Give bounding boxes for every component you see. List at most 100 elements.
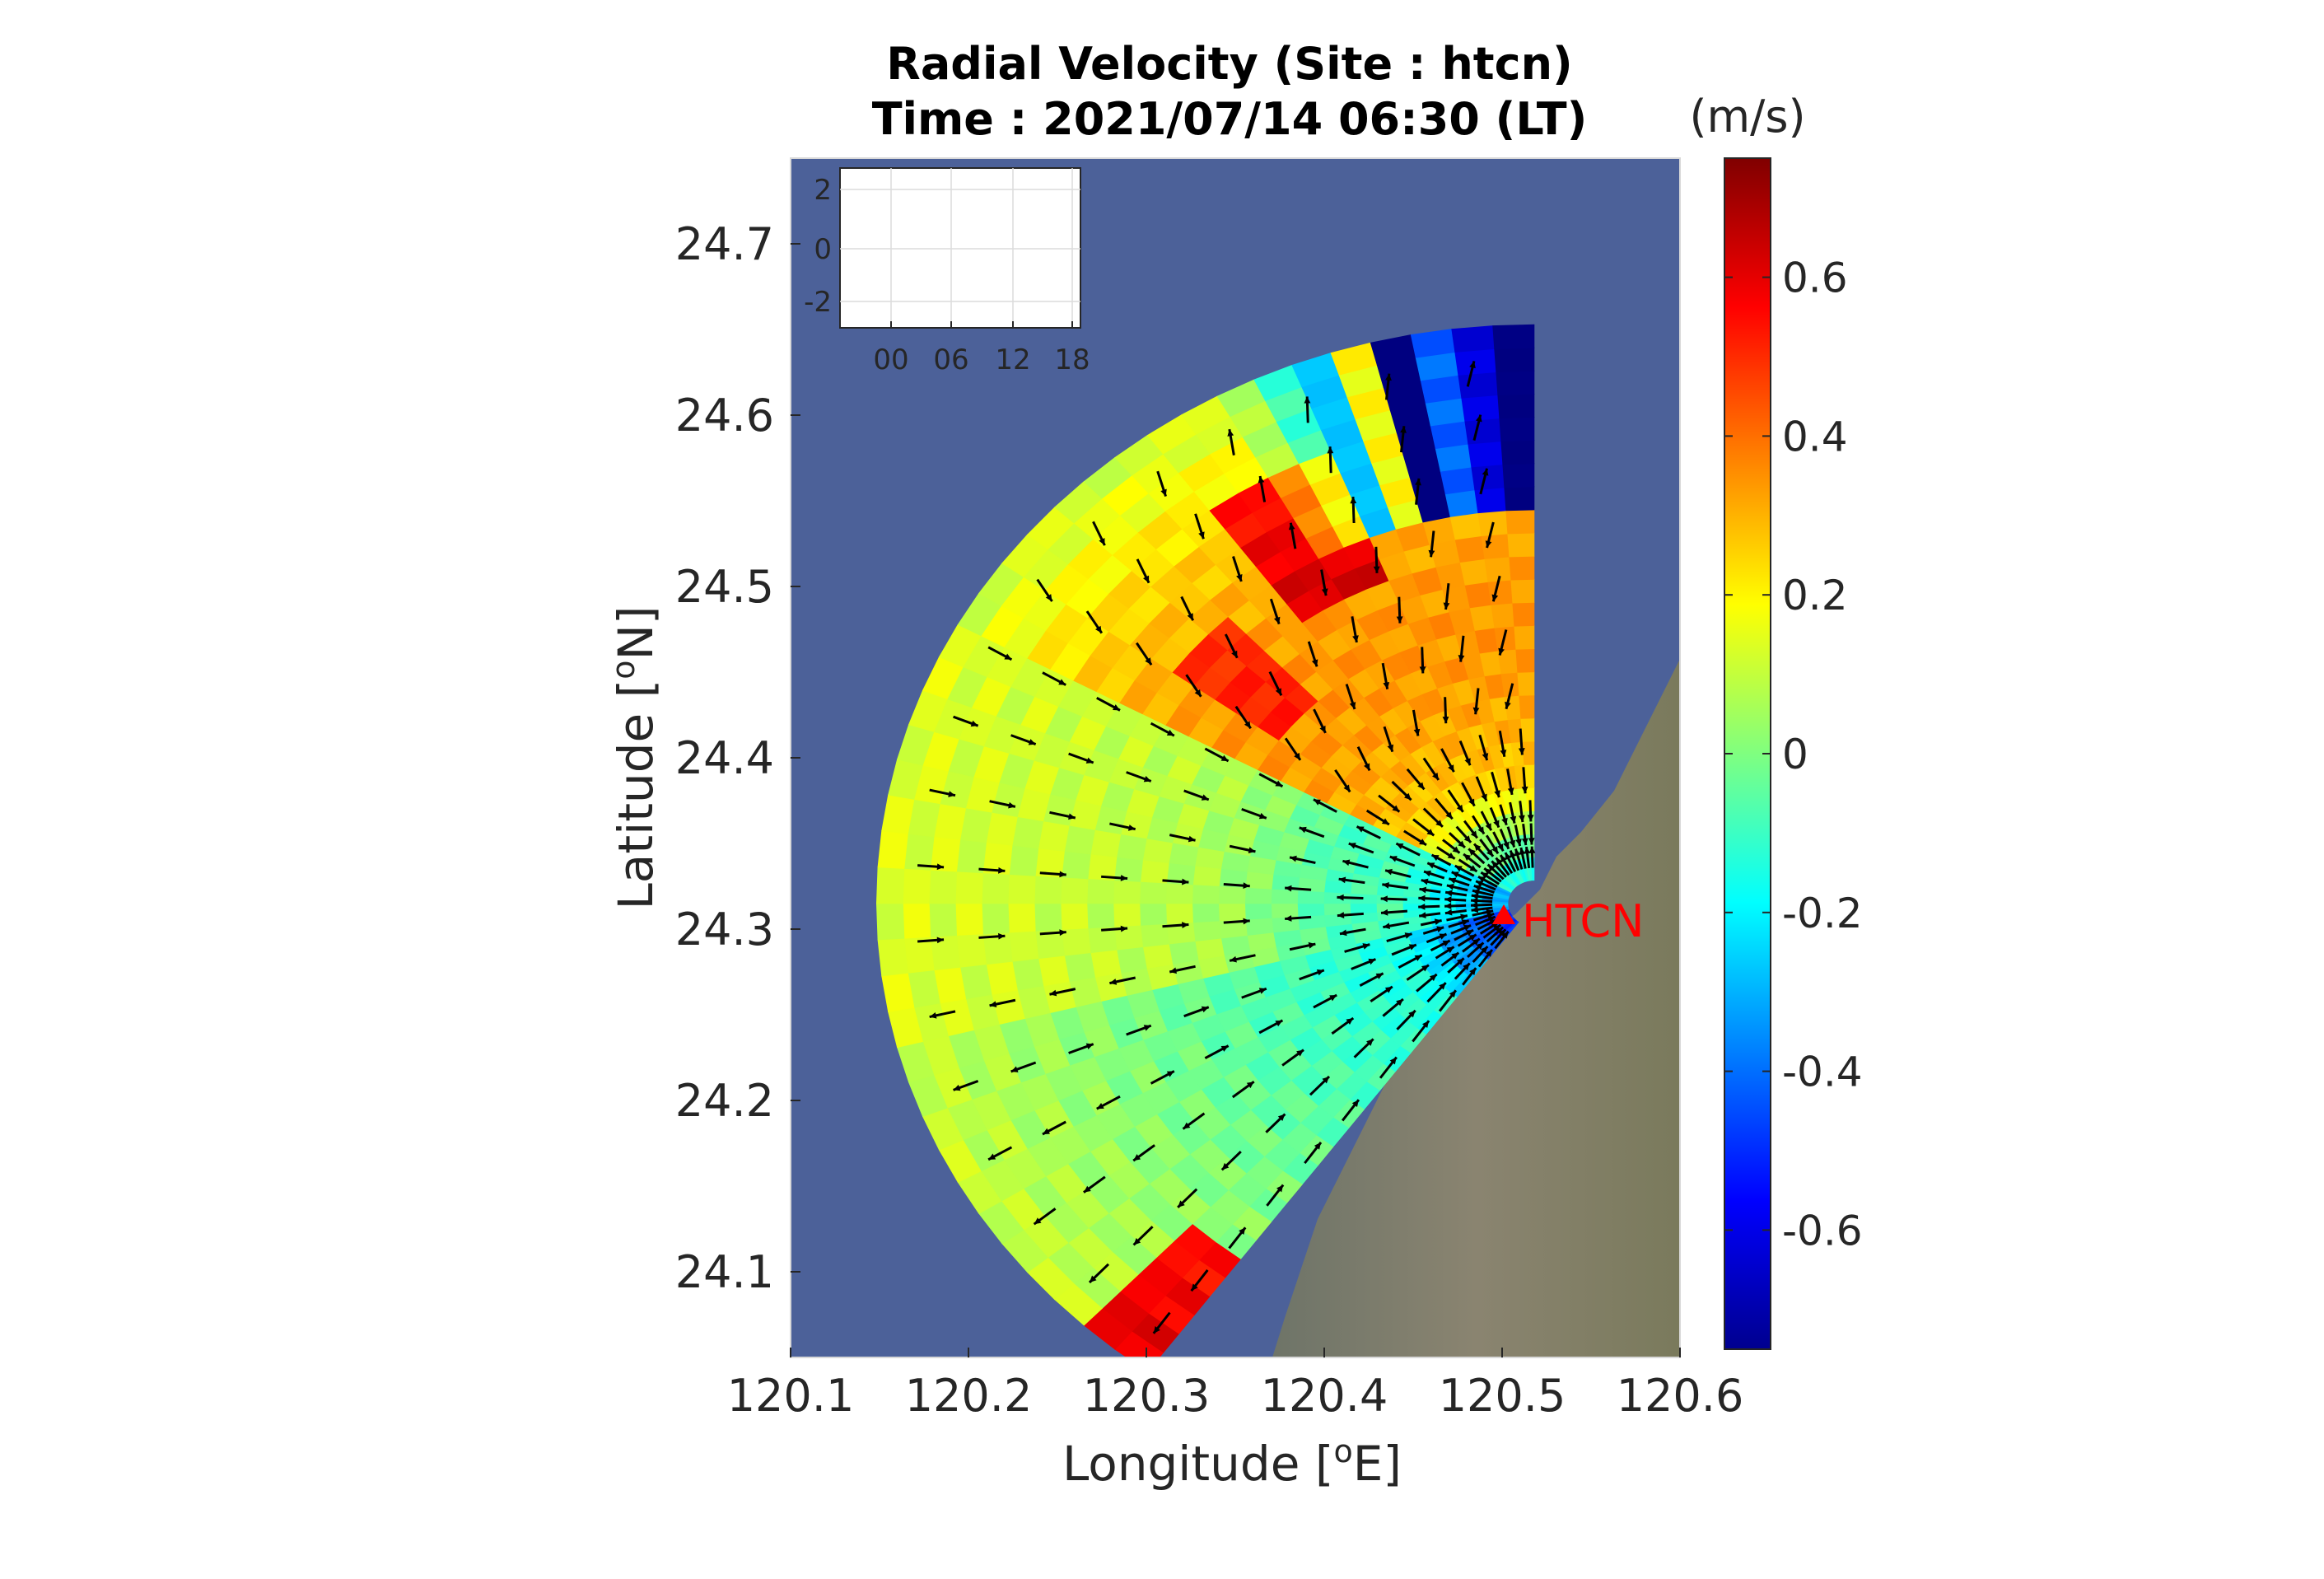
inset-y-tick-label: 2 [814,174,832,207]
current-arrow [1345,684,1356,710]
map-panel [791,158,1680,1357]
velocity-cell [1519,694,1535,719]
current-arrow [1169,965,1196,974]
site-triangle-icon [1492,904,1515,924]
current-arrow [1204,1044,1230,1059]
current-arrow [1448,877,1470,887]
current-arrow [1101,925,1128,932]
current-arrow [1461,782,1476,807]
current-arrow [1485,834,1500,855]
current-arrow [1381,662,1390,689]
inset-grid [840,168,1080,328]
colorbar: (m/s) 0.6 0.4 0.2 0 -0.2 -0.4 -0.6 [1689,91,1863,1350]
current-arrow [1426,982,1447,1003]
current-arrow [1268,670,1283,696]
current-arrow [1162,878,1189,885]
current-arrow [1412,1020,1430,1043]
inset-x-ticks: 00 06 12 18 [873,321,1090,376]
current-arrow [1436,846,1456,860]
x-axis-label: Longitude [oE] [1062,1433,1402,1492]
inset-x-tick-label: 00 [873,343,908,376]
colorbar-tick-label: 0.4 [1782,413,1848,460]
current-arrow [1338,876,1365,885]
current-arrow [1289,855,1316,864]
velocity-cell [1444,489,1479,517]
velocity-cell [1090,949,1122,978]
current-arrow [1389,855,1416,867]
velocity-cell [1244,903,1272,920]
velocity-cell [1113,903,1141,927]
velocity-cell [1142,943,1174,969]
velocity-cell [1502,463,1535,488]
velocity-cell [1244,886,1272,904]
velocity-cell [875,903,905,941]
current-arrow [1416,973,1438,993]
current-arrow [1406,768,1426,791]
velocity-cell [928,903,958,937]
current-arrow [1353,1038,1374,1058]
current-arrow [1356,825,1381,839]
current-arrow [1383,726,1394,753]
current-arrow [1285,885,1312,892]
velocity-cell [954,871,983,904]
current-arrow [1498,629,1508,656]
velocity-cell [1060,903,1089,931]
velocity-cell [1522,740,1535,765]
current-arrow [1499,829,1510,850]
current-arrow [1458,740,1472,766]
current-arrow [1495,857,1510,876]
current-arrow [1499,804,1508,826]
current-arrow [1224,633,1239,659]
current-arrow [1380,895,1407,903]
y-axis-label: Latitude [oN] [605,605,664,909]
velocity-cell [1192,903,1220,923]
current-arrow [1068,752,1094,764]
current-arrow [1313,993,1337,1009]
velocity-cell [1271,888,1299,904]
current-arrow [1412,709,1421,736]
current-arrow [1518,728,1525,755]
current-arrow [1126,1024,1152,1036]
current-arrow [1126,771,1152,782]
current-arrow [1428,530,1435,558]
current-arrow [1422,926,1444,935]
current-arrow [1180,596,1195,621]
current-arrow [1403,829,1427,847]
velocity-cell [1271,903,1299,918]
velocity-cell [1165,903,1193,924]
current-arrow [1422,757,1440,781]
current-arrow [1463,853,1482,869]
current-arrow [1135,642,1153,666]
current-arrow [1451,871,1472,882]
y-tick-label: 24.5 [675,561,774,613]
current-arrow [1446,883,1468,892]
velocity-cell [1507,532,1535,558]
velocity-cell [981,872,1010,904]
current-arrow [1447,789,1464,813]
velocity-cell [1349,903,1378,914]
velocity-cell [1168,941,1199,965]
current-arrow [1448,919,1470,928]
current-arrow [1227,428,1235,455]
current-arrow [1350,496,1357,524]
y-tick-label: 24.2 [675,1075,774,1127]
current-arrow [1229,844,1256,854]
current-arrow [1528,823,1535,845]
current-vector-arrows [917,360,1536,1334]
current-arrow [1152,1311,1171,1334]
velocity-cell [1218,903,1246,922]
current-arrow [1220,1151,1242,1171]
velocity-cell [1499,417,1535,442]
velocity-cell [1192,920,1222,942]
current-arrow [1096,1095,1121,1110]
current-arrow [1228,1226,1247,1250]
current-arrow [1289,941,1316,951]
current-arrow [953,1080,979,1091]
current-arrow [1101,875,1128,881]
colorbar-tick-label: -0.2 [1782,890,1863,937]
current-arrow [1241,807,1267,820]
current-arrow [1132,1226,1154,1246]
current-arrow [1299,969,1325,981]
current-arrow [1285,915,1312,922]
